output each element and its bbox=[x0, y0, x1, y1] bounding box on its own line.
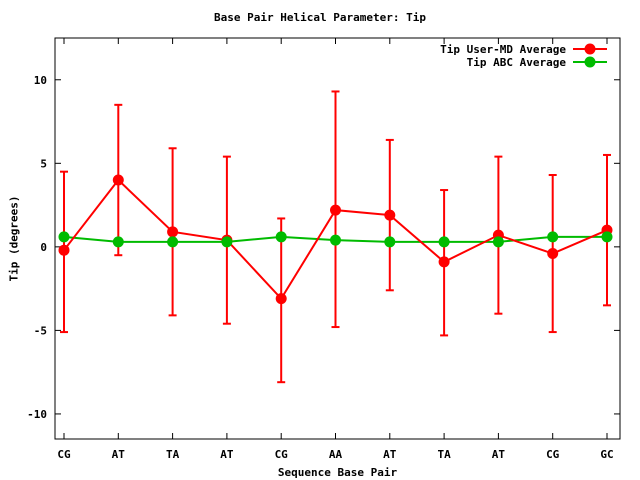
data-point bbox=[438, 236, 450, 248]
data-point bbox=[112, 236, 124, 248]
data-point bbox=[58, 231, 70, 243]
error-bars bbox=[60, 90, 611, 384]
x-tick-label: CG bbox=[275, 448, 289, 461]
axis-ticks: -10 -5 0 5 10 CG AT TA AT CG AA AT TA AT CG GC bbox=[27, 38, 620, 461]
data-point bbox=[167, 236, 179, 248]
y-tick-label: -10 bbox=[27, 408, 47, 421]
legend-label: Tip User-MD Average bbox=[440, 43, 566, 56]
x-axis-label: Sequence Base Pair bbox=[277, 466, 398, 479]
legend-label: Tip ABC Average bbox=[467, 56, 567, 69]
data-point bbox=[330, 204, 341, 216]
x-tick-label: GC bbox=[600, 448, 613, 461]
x-tick-label: AT bbox=[492, 448, 506, 461]
data-point bbox=[112, 174, 124, 186]
chart-title: Base Pair Helical Parameter: Tip bbox=[214, 11, 426, 24]
y-tick-label: 10 bbox=[34, 74, 47, 87]
data-point bbox=[384, 236, 396, 248]
x-tick-label: TA bbox=[437, 448, 451, 461]
series-points bbox=[58, 174, 613, 305]
data-point bbox=[547, 231, 559, 243]
data-point bbox=[275, 293, 287, 305]
data-point bbox=[275, 231, 287, 243]
x-tick-label: AA bbox=[329, 448, 343, 461]
data-point bbox=[221, 236, 233, 248]
x-tick-label: AT bbox=[220, 448, 234, 461]
data-point bbox=[601, 231, 613, 243]
data-point bbox=[58, 244, 70, 256]
x-tick-label: CG bbox=[546, 448, 560, 461]
legend-marker bbox=[584, 43, 596, 55]
y-axis-label: Tip (degrees) bbox=[7, 195, 21, 282]
y-tick-label: -5 bbox=[34, 324, 47, 337]
x-tick-label: CG bbox=[57, 448, 71, 461]
data-point bbox=[167, 226, 179, 238]
y-tick-label: 5 bbox=[40, 157, 47, 170]
data-point bbox=[547, 248, 559, 260]
data-point bbox=[438, 256, 450, 268]
x-tick-label: AT bbox=[112, 448, 126, 461]
data-point bbox=[330, 234, 341, 246]
y-tick-label: 0 bbox=[40, 241, 47, 254]
legend-marker bbox=[584, 56, 596, 68]
data-point bbox=[492, 236, 504, 248]
x-tick-label: TA bbox=[166, 448, 180, 461]
data-point bbox=[384, 209, 396, 221]
x-tick-label: AT bbox=[383, 448, 397, 461]
